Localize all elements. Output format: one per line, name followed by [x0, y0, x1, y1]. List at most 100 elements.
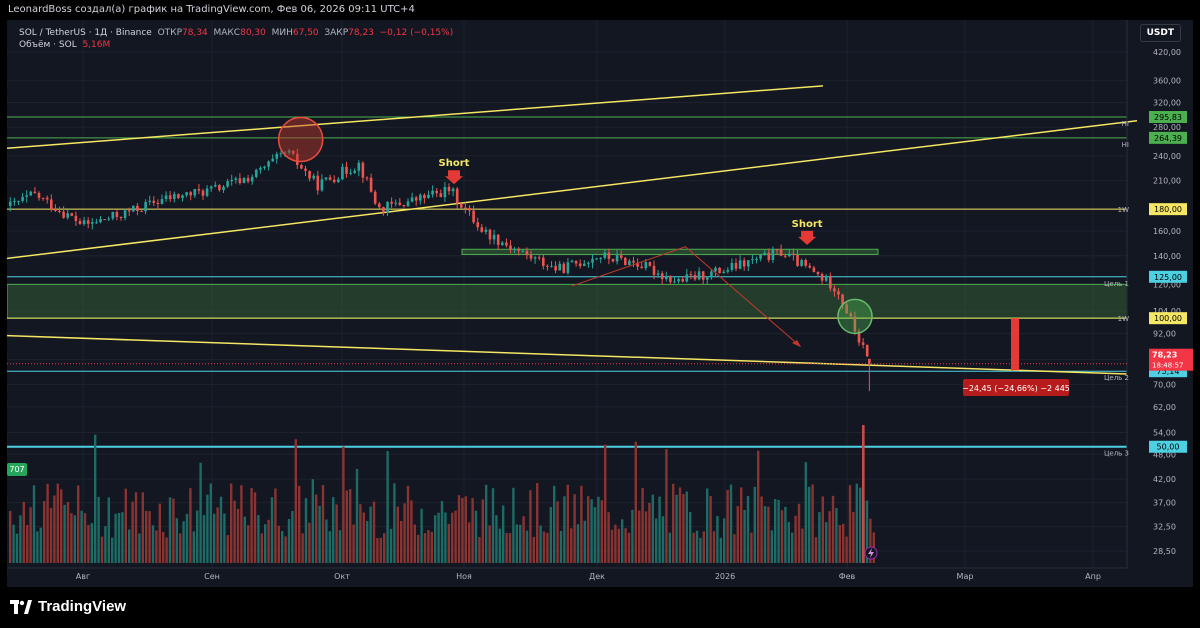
- volume-bar: [743, 509, 746, 563]
- candle-body: [382, 207, 385, 213]
- projection-path: [571, 246, 802, 348]
- volume-bar: [56, 483, 59, 563]
- volume-bars: [9, 425, 875, 563]
- candle-body: [460, 203, 463, 208]
- volume-bar: [848, 485, 852, 563]
- candle: [205, 185, 209, 198]
- candle: [464, 202, 467, 214]
- candle-body: [160, 199, 164, 204]
- candle: [689, 271, 693, 280]
- candle-body: [259, 167, 262, 170]
- candle: [341, 163, 344, 181]
- price-tick-label: 28,50: [1153, 547, 1176, 556]
- candle-body: [443, 186, 447, 198]
- candle: [296, 148, 299, 170]
- candle-body: [529, 255, 533, 259]
- candle-body: [390, 201, 393, 204]
- candle: [771, 246, 775, 264]
- volume-bar: [726, 489, 729, 563]
- volume-bar: [706, 488, 709, 563]
- candle: [74, 211, 78, 226]
- volume-bar: [447, 523, 450, 563]
- price-chart[interactable]: −24,45 (−24,66%) −2 445 Short Short 707 420,…: [7, 20, 1193, 587]
- candle: [800, 258, 803, 267]
- level-price-tag-text: 50,00: [1157, 443, 1180, 452]
- candle: [304, 165, 307, 177]
- volume-bar: [498, 528, 501, 563]
- candle: [263, 165, 266, 171]
- candle-body: [132, 205, 135, 212]
- volume-bar: [539, 525, 542, 563]
- volume-bar: [189, 488, 192, 563]
- candle: [677, 275, 680, 284]
- candle: [443, 181, 447, 203]
- candle: [812, 265, 816, 273]
- candle: [533, 255, 537, 264]
- volume-bar: [376, 537, 379, 563]
- volume-bar: [168, 497, 172, 563]
- candle: [152, 196, 156, 207]
- change-value: −0,12 (−0,15%): [379, 28, 454, 38]
- time-tick-label: Сен: [204, 572, 220, 581]
- volume-bar: [284, 536, 287, 563]
- volume-bar: [546, 532, 549, 563]
- candle: [751, 254, 754, 264]
- price-tick-label: 48,00: [1153, 450, 1176, 459]
- level-price-tag: 50,00 Цель 3: [1104, 440, 1187, 458]
- candle-body: [13, 200, 16, 202]
- candle-body: [144, 201, 147, 212]
- candle: [669, 275, 672, 285]
- candle: [369, 173, 373, 193]
- candle: [259, 166, 262, 174]
- volume-bar: [328, 531, 331, 563]
- candle-body: [33, 191, 37, 193]
- volume-bar: [267, 519, 270, 563]
- candle-body: [706, 277, 709, 280]
- candle: [91, 217, 94, 230]
- volume-bar: [257, 515, 260, 563]
- candle-body: [378, 203, 381, 208]
- candle-body: [115, 211, 119, 217]
- candle: [70, 212, 74, 217]
- volume-bar: [379, 537, 382, 563]
- volume-bar: [604, 444, 607, 563]
- volume-bar: [437, 512, 440, 563]
- candle-body: [308, 170, 311, 179]
- currency-badge[interactable]: USDT: [1139, 24, 1181, 42]
- volume-bar: [519, 524, 522, 563]
- candle-body: [402, 205, 406, 207]
- candle-body: [681, 279, 684, 282]
- volume-bar: [814, 537, 818, 563]
- volume-bar: [624, 528, 627, 563]
- candle: [833, 285, 836, 297]
- candle-body: [279, 153, 283, 155]
- volume-bar: [349, 489, 352, 563]
- volume-bar: [665, 449, 668, 563]
- candle: [308, 170, 311, 182]
- candle: [21, 192, 24, 203]
- candle: [837, 288, 840, 300]
- volume-bar: [121, 512, 124, 563]
- volume-bar: [454, 510, 457, 563]
- candle-body: [673, 281, 676, 283]
- chart-area[interactable]: −24,45 (−24,66%) −2 445 Short Short 707 420,…: [7, 20, 1193, 587]
- candle: [824, 274, 828, 283]
- volume-bar: [175, 518, 178, 563]
- candle: [501, 240, 504, 247]
- trend-lines: [7, 85, 1138, 375]
- candle: [214, 181, 217, 188]
- candle-body: [837, 291, 840, 295]
- level-price-tag-bg: [1149, 203, 1187, 216]
- candle: [226, 178, 229, 188]
- candle-body: [304, 168, 307, 171]
- volume-bar: [791, 532, 794, 563]
- candle: [349, 168, 352, 176]
- level-side-note: HI: [1122, 120, 1129, 128]
- volume-bar: [202, 515, 206, 563]
- volume-bar: [488, 525, 491, 563]
- volume-label[interactable]: Объём · SOL: [19, 40, 77, 50]
- volume-bar: [151, 525, 155, 563]
- tradingview-logo[interactable]: TradingView: [10, 598, 126, 615]
- symbol-label[interactable]: SOL / TetherUS · 1Д · Binance: [19, 28, 152, 38]
- candle-body: [296, 153, 299, 166]
